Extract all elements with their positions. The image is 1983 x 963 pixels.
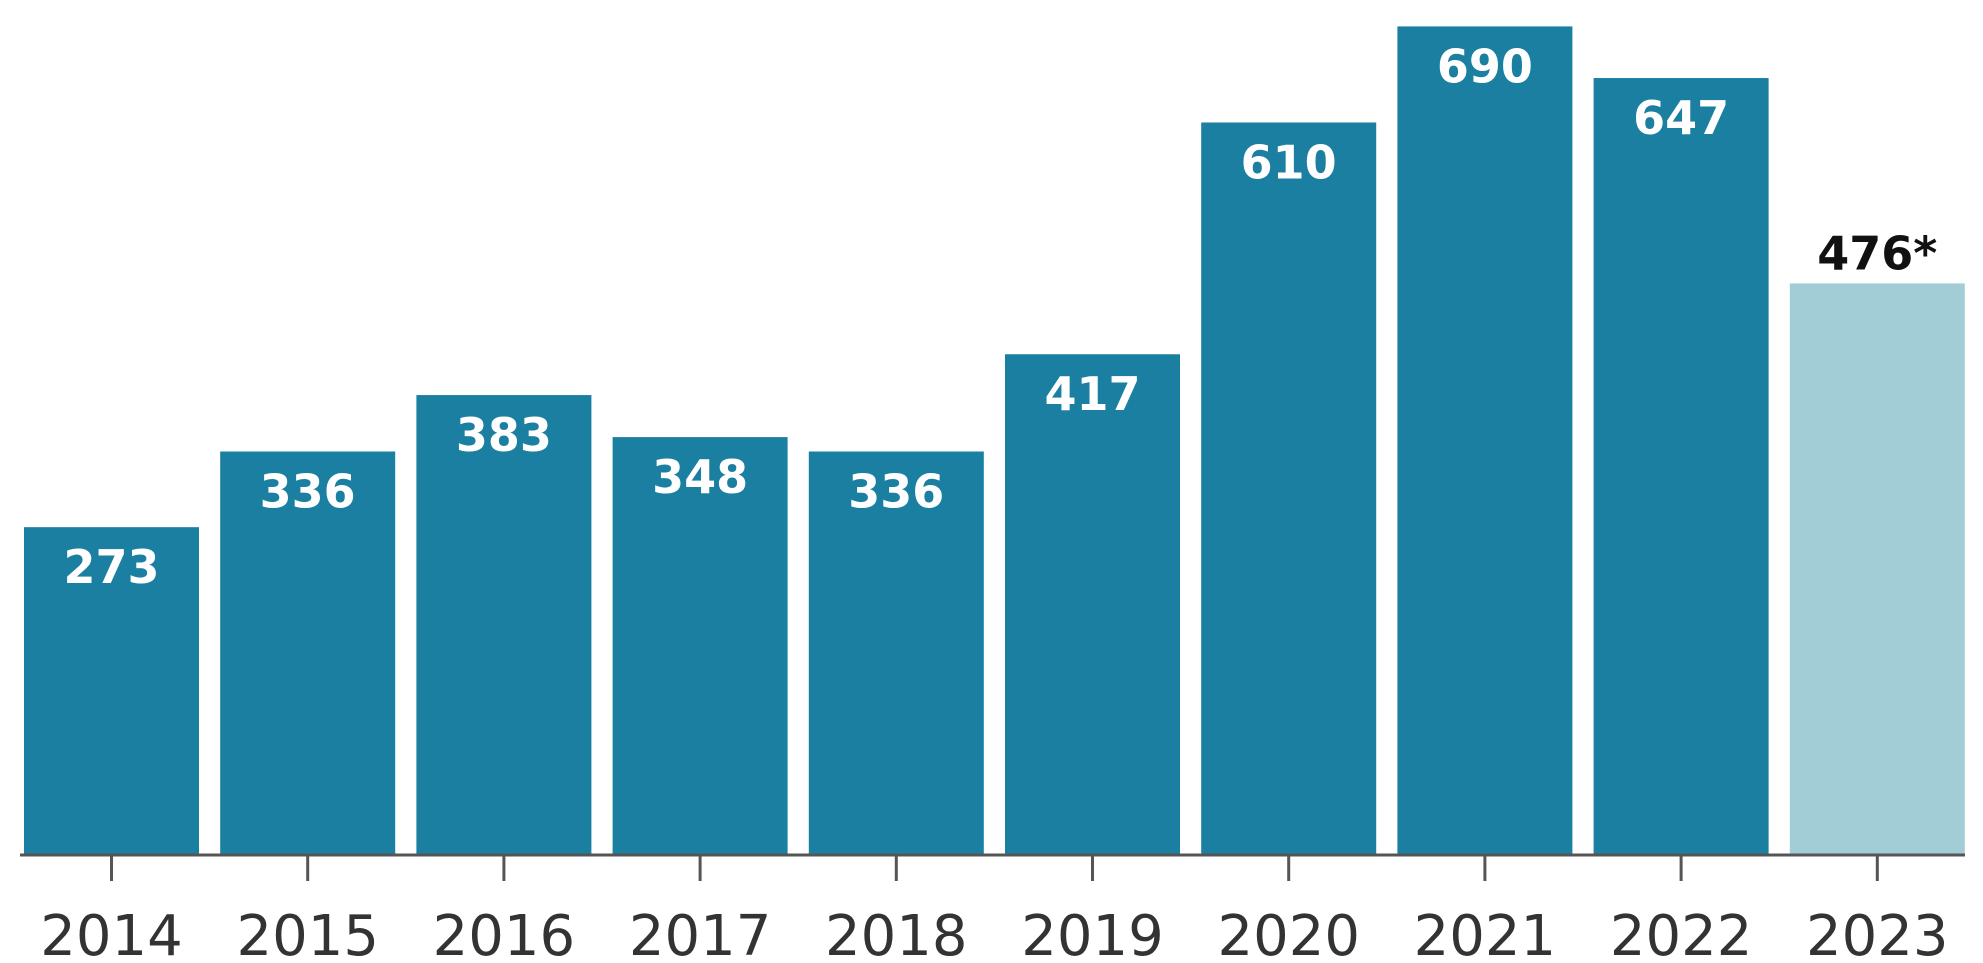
bar-2014: [24, 527, 199, 855]
value-label-2022: 647: [1633, 91, 1729, 145]
value-label-2018: 336: [848, 465, 944, 519]
x-tick-label-2016: 2016: [433, 904, 576, 963]
value-label-2017: 348: [652, 450, 748, 504]
bar-2015: [220, 451, 396, 855]
value-label-2015: 336: [260, 465, 356, 519]
value-labels-group: 273 336 383 348 336 417 610 690 647 476*: [63, 39, 1937, 594]
x-tick-label-2017: 2017: [629, 904, 772, 963]
x-tick-label-2022: 2022: [1610, 904, 1753, 963]
bar-2021: [1397, 26, 1573, 855]
value-label-2014: 273: [63, 540, 159, 594]
x-tick-label-2021: 2021: [1414, 904, 1557, 963]
bar-2018: [808, 451, 984, 855]
x-tick-label-2020: 2020: [1217, 904, 1360, 963]
x-tick-label-2019: 2019: [1021, 904, 1164, 963]
x-tick-labels-group: 2014 2015 2016 2017 2018 2019 2020 2021 2022 2023: [40, 904, 1948, 963]
x-tick-label-2014: 2014: [40, 904, 183, 963]
bar-2020: [1201, 122, 1377, 855]
value-label-2021: 690: [1437, 39, 1533, 93]
bar-2017: [612, 437, 788, 855]
bar-2016: [416, 395, 592, 855]
x-tick-label-2023: 2023: [1806, 904, 1949, 963]
value-label-2019: 417: [1044, 367, 1140, 421]
bar-2023: [1789, 283, 1965, 855]
x-tick-label-2015: 2015: [236, 904, 379, 963]
bar-2019: [1005, 354, 1180, 855]
bars-group: [24, 26, 1965, 856]
value-label-2016: 383: [456, 408, 552, 462]
value-label-2020: 610: [1241, 135, 1337, 189]
bar-2022: [1593, 78, 1769, 856]
value-label-2023: 476*: [1817, 226, 1937, 280]
x-tick-label-2018: 2018: [825, 904, 968, 963]
x-ticks-group: [110, 855, 1879, 881]
